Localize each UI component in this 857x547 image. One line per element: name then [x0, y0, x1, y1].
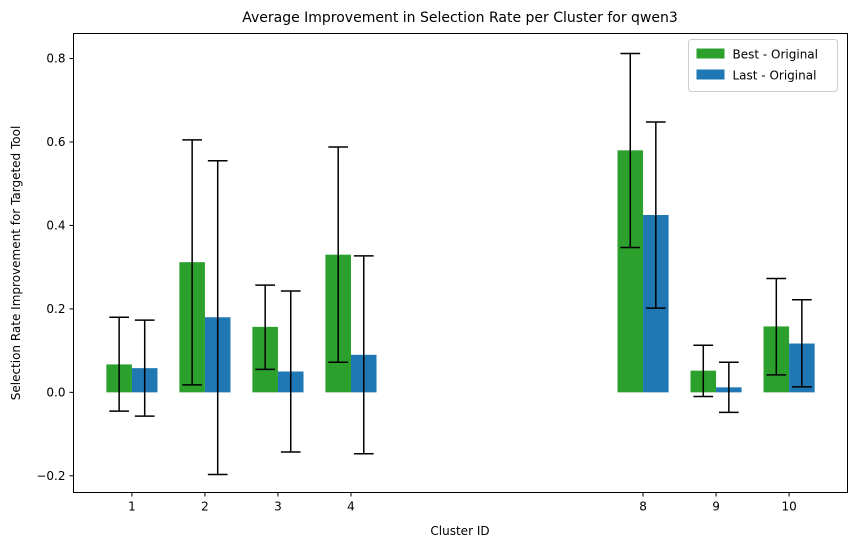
y-tick-label: 0.0	[46, 385, 65, 399]
y-axis-label: Selection Rate Improvement for Targeted …	[9, 126, 23, 401]
legend: Best - Original Last - Original	[688, 39, 838, 92]
x-tick-label: 8	[639, 500, 647, 514]
legend-box	[688, 39, 838, 92]
x-tick-label: 3	[274, 500, 282, 514]
x-tick-label: 2	[201, 500, 209, 514]
y-tick-label: 0.6	[46, 135, 65, 149]
legend-swatch-series1	[696, 48, 725, 59]
y-tick-label: 0.2	[46, 302, 65, 316]
x-tick-label: 4	[347, 500, 355, 514]
y-tick-label: 0.4	[46, 218, 65, 232]
error-bars-layer	[109, 52, 812, 476]
legend-swatch-series2	[696, 69, 725, 80]
x-axis-label: Cluster ID	[430, 524, 489, 538]
y-axis: −0.2 0.0 0.2 0.4 0.6 0.8	[36, 52, 74, 483]
x-tick-label: 1	[128, 500, 136, 514]
x-axis: 1 2 3 4 8 9 10	[128, 492, 797, 514]
y-tick-label: −0.2	[36, 469, 65, 483]
y-tick-label: 0.8	[46, 52, 65, 66]
chart-title: Average Improvement in Selection Rate pe…	[242, 10, 678, 26]
x-tick-label: 9	[712, 500, 720, 514]
plot-frame	[73, 33, 848, 493]
legend-label-series1: Best - Original	[733, 48, 819, 62]
x-tick-label: 10	[781, 500, 796, 514]
legend-label-series2: Last - Original	[733, 69, 817, 83]
